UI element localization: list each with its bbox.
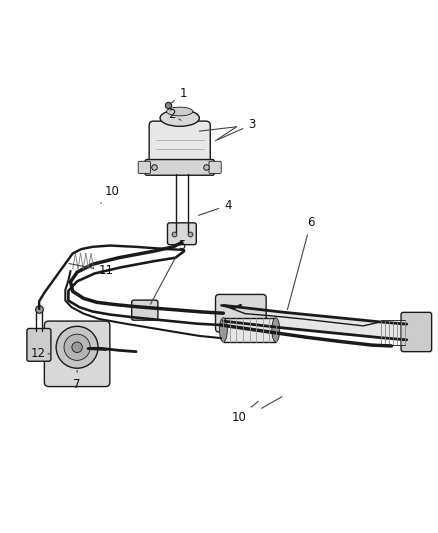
Circle shape [72,342,82,352]
FancyBboxPatch shape [223,318,276,342]
Text: 1: 1 [170,87,187,104]
FancyBboxPatch shape [209,161,221,174]
Text: 10: 10 [101,185,120,204]
Circle shape [64,334,90,360]
FancyBboxPatch shape [215,294,266,332]
Text: 10: 10 [231,401,258,424]
FancyBboxPatch shape [27,328,51,361]
FancyBboxPatch shape [145,159,214,175]
FancyBboxPatch shape [132,300,158,320]
Ellipse shape [219,318,227,342]
FancyBboxPatch shape [401,312,431,352]
Text: 4: 4 [198,199,231,215]
Text: 7: 7 [73,370,81,391]
Ellipse shape [166,107,193,116]
Text: 2: 2 [169,109,181,122]
FancyBboxPatch shape [138,161,150,174]
FancyBboxPatch shape [167,223,196,245]
Circle shape [56,326,98,368]
Text: 6: 6 [287,216,314,310]
Text: 5: 5 [151,239,186,304]
Text: 11: 11 [69,263,114,277]
Text: 12: 12 [30,348,49,360]
Ellipse shape [160,110,199,126]
FancyBboxPatch shape [149,121,210,167]
Ellipse shape [272,318,280,342]
Polygon shape [223,305,407,340]
Text: 3: 3 [218,118,255,140]
FancyBboxPatch shape [44,321,110,386]
